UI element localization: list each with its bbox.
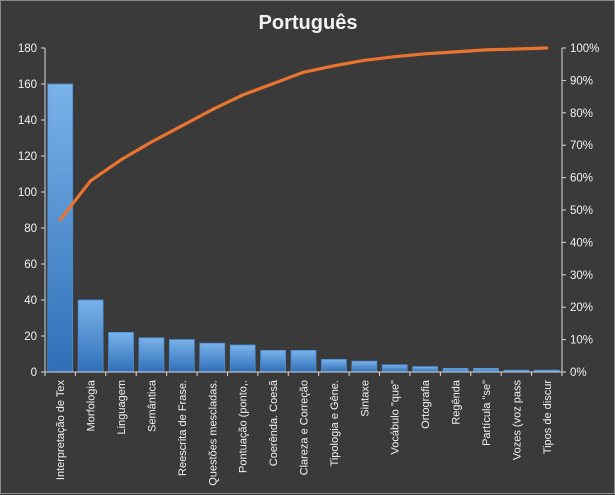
y-tick-label: 40 xyxy=(24,295,37,307)
x-category-label: Coerênda. Coesã xyxy=(268,379,280,466)
x-category-label: Partícula "se" xyxy=(481,380,493,446)
y2-tick-label: 10% xyxy=(570,335,593,347)
x-category-label: Ortografia xyxy=(420,379,432,429)
y-tick-label: 140 xyxy=(18,115,37,127)
y-axis-right: 0% 10% 20% 30% 40% 50% 60% 70% 80% 90% 100% xyxy=(562,43,599,379)
y2-tick-label: 30% xyxy=(570,270,593,282)
y-axis-left: 0 20 40 60 80 100 120 140 160 180 xyxy=(18,43,45,379)
bar xyxy=(382,365,407,372)
bar xyxy=(291,350,316,372)
y2-tick-label: 100% xyxy=(570,43,599,55)
x-category-label: Vozes (voz pass xyxy=(511,380,523,461)
bar xyxy=(443,368,468,372)
bar xyxy=(200,343,225,372)
chart-title: Português xyxy=(259,12,358,34)
y2-tick-label: 90% xyxy=(570,75,593,87)
cumulative-line xyxy=(60,48,547,220)
y-tick-label: 180 xyxy=(18,43,37,55)
y-tick-label: 100 xyxy=(18,187,37,199)
y2-tick-label: 50% xyxy=(570,205,593,217)
bar xyxy=(474,368,499,372)
cumulative-line-series xyxy=(60,48,547,220)
y2-tick-label: 40% xyxy=(570,237,593,249)
bar xyxy=(109,332,134,372)
y-tick-label: 0 xyxy=(31,367,37,379)
y2-tick-label: 20% xyxy=(570,302,593,314)
bar xyxy=(169,340,194,372)
x-category-label: Semântica xyxy=(146,379,158,432)
bar xyxy=(261,350,286,372)
y-tick-label: 160 xyxy=(18,79,37,91)
bar xyxy=(139,338,164,372)
y2-tick-label: 0% xyxy=(570,367,587,379)
bar xyxy=(78,300,103,372)
x-category-label: Pontuação (ponto,. xyxy=(238,380,250,473)
x-category-label: Sintaxe xyxy=(359,380,371,417)
x-category-label: Vocábulo "que" xyxy=(390,380,402,455)
y-tick-label: 80 xyxy=(24,223,37,235)
y-tick-label: 60 xyxy=(24,259,37,271)
bar-series xyxy=(48,84,560,372)
x-category-label: Morfologia xyxy=(86,379,98,431)
bar xyxy=(230,345,255,372)
x-category-label: Interpretação de Tex xyxy=(55,380,67,481)
x-category-label: Linguagem xyxy=(116,380,128,434)
x-category-label: Tipologia e Gêne. xyxy=(329,380,341,466)
x-category-label: Reescrita de Frase. xyxy=(177,380,189,476)
x-category-label: Tipos de discur xyxy=(542,380,554,455)
bar xyxy=(321,359,346,372)
y-tick-label: 120 xyxy=(18,151,37,163)
x-category-label: Questões mescladas. xyxy=(207,380,219,486)
bar xyxy=(48,84,73,372)
bar xyxy=(352,361,377,372)
y2-tick-label: 80% xyxy=(570,108,593,120)
x-axis: Interpretação de Tex Morfologia Linguagem S… xyxy=(45,372,562,486)
x-category-label: Regênda xyxy=(451,379,463,425)
y-tick-label: 20 xyxy=(24,331,37,343)
y2-tick-label: 70% xyxy=(570,140,593,152)
x-category-label: Clareza e Correção xyxy=(299,380,311,475)
y2-tick-label: 60% xyxy=(570,173,593,185)
bar xyxy=(413,367,438,372)
